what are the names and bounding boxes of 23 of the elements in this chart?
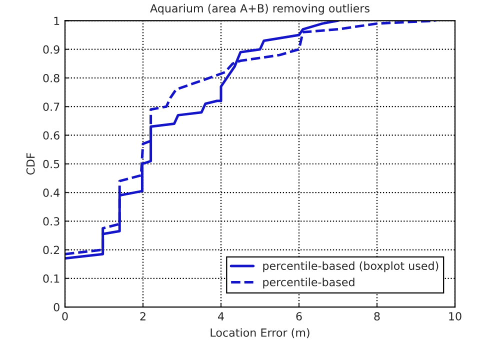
- y-tick-label: 0.6: [43, 131, 60, 140]
- x-tick-label: 8: [374, 312, 380, 321]
- y-tick-label: 0.5: [43, 160, 60, 168]
- legend-label: percentile-based: [263, 278, 354, 288]
- x-tick-label: 0: [62, 312, 68, 321]
- y-tick-label: 0.9: [43, 45, 60, 54]
- x-tick-label: 4: [218, 312, 224, 320]
- y-tick-label: 0.8: [43, 74, 60, 82]
- x-tick-label: 2: [140, 312, 146, 320]
- y-tick-label: 0.3: [43, 217, 60, 226]
- y-tick-label: 0.2: [43, 246, 60, 254]
- x-tick-label: 10: [449, 312, 462, 321]
- x-axis-title: Location Error (m): [210, 328, 310, 338]
- y-tick-label: 0: [54, 303, 60, 312]
- y-axis-title: CDF: [26, 153, 35, 175]
- chart-title: Aquarium (area A+B) removing outliers: [150, 4, 370, 15]
- y-tick-label: 0.1: [43, 274, 60, 283]
- y-tick-label: 0.4: [43, 188, 60, 197]
- y-tick-label: 0.7: [43, 102, 60, 111]
- x-tick-label: 6: [296, 312, 302, 321]
- y-tick-label: 1: [54, 16, 60, 25]
- legend-label: percentile-based (boxplot used): [263, 261, 438, 272]
- line-series: [65, 20, 437, 256]
